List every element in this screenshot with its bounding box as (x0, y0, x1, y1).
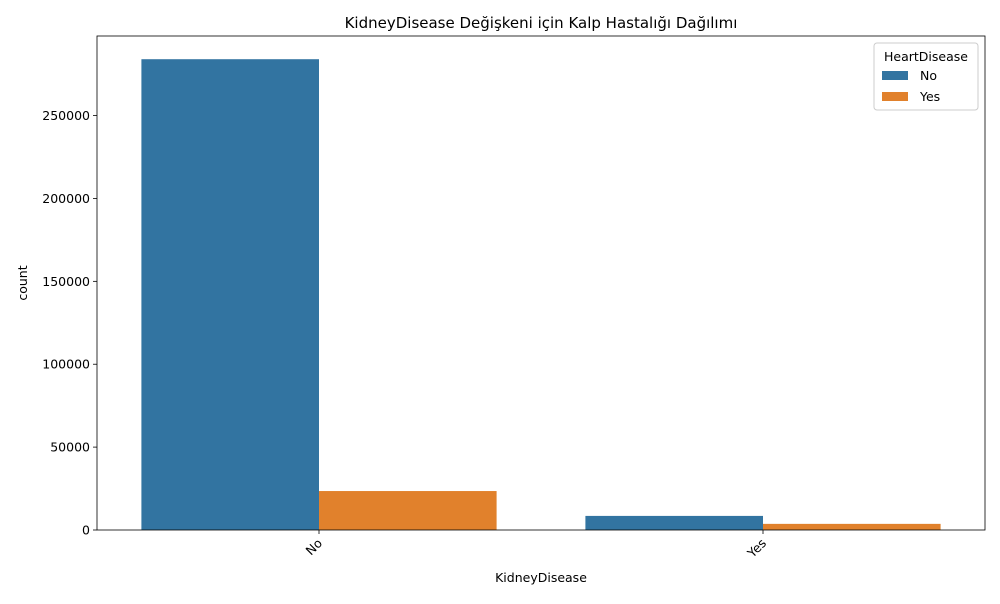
bar-no-no (141, 59, 319, 530)
x-axis-label: KidneyDisease (495, 570, 587, 585)
legend-label-no: No (920, 68, 937, 83)
y-tick-label: 100000 (42, 357, 90, 372)
x-axis-ticks: No Yes (302, 530, 769, 561)
bar-yes-yes (763, 523, 941, 530)
bars-group (141, 59, 941, 530)
legend-swatch-yes (882, 92, 908, 101)
chart-title: KidneyDisease Değişkeni için Kalp Hastal… (345, 14, 738, 32)
y-tick-label: 250000 (42, 108, 90, 123)
legend-label-yes: Yes (919, 89, 940, 104)
bar-yes-no (585, 515, 763, 530)
x-tick-label: No (302, 536, 325, 559)
legend: HeartDisease No Yes (873, 42, 979, 111)
x-tick-label: Yes (744, 536, 770, 562)
y-axis-label: count (15, 265, 30, 300)
y-tick-label: 50000 (50, 440, 90, 455)
legend-title: HeartDisease (884, 49, 968, 64)
y-tick-label: 200000 (42, 191, 90, 206)
y-tick-label: 0 (82, 523, 90, 538)
bar-no-yes (319, 491, 497, 530)
legend-swatch-no (882, 71, 908, 80)
y-tick-label: 150000 (42, 274, 90, 289)
y-axis-ticks: 0 50000 100000 150000 200000 250000 (42, 108, 97, 538)
plot-frame (96, 35, 986, 531)
